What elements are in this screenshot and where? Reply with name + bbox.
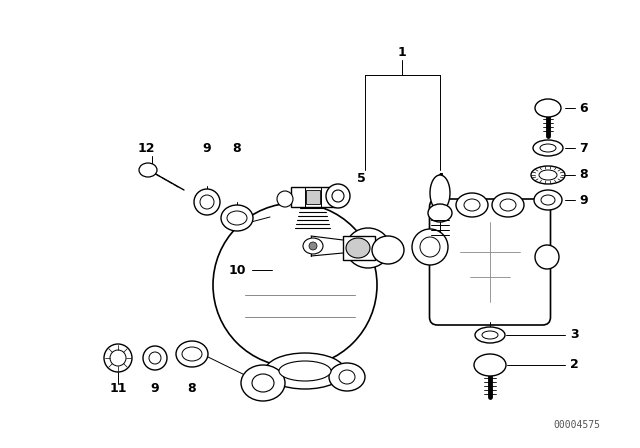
Ellipse shape — [139, 163, 157, 177]
Text: 2: 2 — [570, 358, 579, 371]
Text: 7: 7 — [579, 142, 588, 155]
Circle shape — [277, 191, 293, 207]
FancyBboxPatch shape — [429, 199, 550, 325]
Ellipse shape — [535, 99, 561, 117]
Ellipse shape — [221, 205, 253, 231]
Circle shape — [110, 350, 126, 366]
Circle shape — [309, 242, 317, 250]
Text: 10: 10 — [228, 263, 246, 276]
Text: 8: 8 — [579, 168, 588, 181]
Circle shape — [149, 352, 161, 364]
Ellipse shape — [464, 199, 480, 211]
Ellipse shape — [227, 211, 247, 225]
Ellipse shape — [539, 170, 557, 180]
Ellipse shape — [372, 236, 404, 264]
Ellipse shape — [182, 347, 202, 361]
Text: 12: 12 — [137, 142, 155, 155]
Bar — [343, 236, 375, 260]
Text: 00004575: 00004575 — [553, 420, 600, 430]
Circle shape — [104, 344, 132, 372]
Text: 3: 3 — [570, 328, 579, 341]
Ellipse shape — [303, 238, 323, 254]
Text: 1: 1 — [397, 47, 406, 60]
Text: 11: 11 — [109, 382, 127, 395]
Ellipse shape — [474, 354, 506, 376]
Circle shape — [200, 195, 214, 209]
Circle shape — [213, 203, 377, 367]
Ellipse shape — [540, 144, 556, 152]
Ellipse shape — [482, 331, 498, 339]
Ellipse shape — [534, 190, 562, 210]
Circle shape — [143, 346, 167, 370]
Circle shape — [326, 184, 350, 208]
Ellipse shape — [412, 229, 448, 265]
Ellipse shape — [428, 204, 452, 222]
Ellipse shape — [533, 140, 563, 156]
Ellipse shape — [492, 193, 524, 217]
Bar — [291, 187, 335, 207]
Ellipse shape — [420, 237, 440, 257]
Ellipse shape — [176, 341, 208, 367]
Text: 8: 8 — [233, 142, 241, 155]
Ellipse shape — [475, 327, 505, 343]
Circle shape — [332, 190, 344, 202]
Text: 9: 9 — [150, 382, 159, 395]
Ellipse shape — [265, 353, 345, 389]
Ellipse shape — [346, 228, 390, 268]
Text: 6: 6 — [579, 102, 588, 115]
Ellipse shape — [531, 166, 565, 184]
Ellipse shape — [252, 374, 274, 392]
Text: 5: 5 — [356, 172, 365, 185]
Bar — [306, 190, 320, 204]
Ellipse shape — [500, 199, 516, 211]
Ellipse shape — [329, 363, 365, 391]
Ellipse shape — [430, 175, 450, 211]
Ellipse shape — [535, 245, 559, 269]
Ellipse shape — [456, 193, 488, 217]
Circle shape — [194, 189, 220, 215]
Text: 9: 9 — [579, 194, 588, 207]
Text: 8: 8 — [188, 382, 196, 395]
Ellipse shape — [346, 238, 370, 258]
Text: 4: 4 — [436, 172, 444, 185]
Ellipse shape — [279, 361, 331, 381]
Text: 9: 9 — [203, 142, 211, 155]
Ellipse shape — [339, 370, 355, 384]
Ellipse shape — [241, 365, 285, 401]
Ellipse shape — [541, 195, 555, 205]
